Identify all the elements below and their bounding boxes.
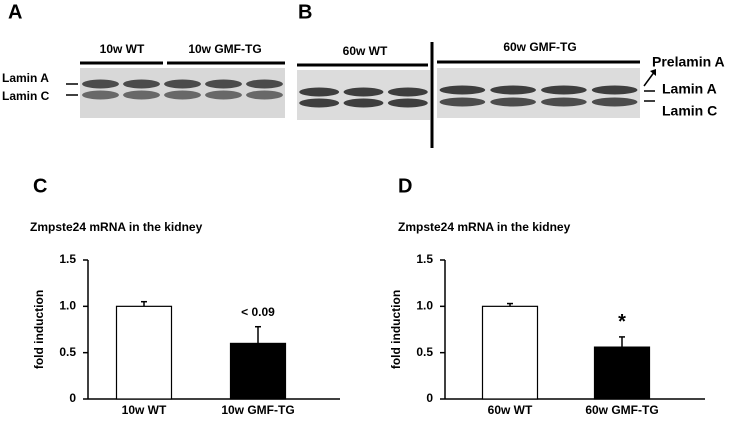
blot-band	[299, 98, 340, 108]
group-label: 10w WT	[100, 42, 145, 56]
blot-band	[123, 79, 160, 89]
blot-band	[205, 79, 242, 89]
y-axis-label: fold induction	[32, 290, 46, 369]
blot-band	[343, 98, 384, 108]
y-tick-label: 0.5	[59, 345, 76, 359]
blot-band	[246, 79, 283, 89]
arrow-head	[650, 69, 656, 76]
bar	[229, 342, 287, 400]
blot-band	[82, 90, 119, 100]
blot-band	[205, 90, 242, 100]
y-tick-label: 1.0	[59, 299, 76, 313]
bar	[593, 346, 651, 400]
blot-band	[439, 97, 486, 107]
band-label: Prelamin A	[652, 54, 725, 70]
blot-band	[541, 85, 587, 95]
blot-band	[164, 90, 201, 100]
chart-title: Zmpste24 mRNA in the kidney	[30, 220, 203, 234]
blot-band	[591, 85, 638, 95]
panel-label: B	[298, 1, 312, 23]
x-tick-label: 10w WT	[122, 403, 167, 417]
blot-band	[490, 97, 536, 107]
band-label: Lamin A	[662, 81, 717, 97]
group-label: 60w WT	[343, 44, 388, 58]
bar	[481, 305, 539, 400]
blot-band	[164, 79, 201, 89]
band-label: Lamin A	[2, 71, 49, 85]
chart-title: Zmpste24 mRNA in the kidney	[398, 220, 571, 234]
blot-band	[541, 97, 587, 107]
blot-band	[490, 85, 536, 95]
y-tick-label: 0.5	[416, 345, 433, 359]
x-tick-label: 60w GMF-TG	[585, 403, 658, 417]
y-tick-label: 1.5	[59, 252, 76, 266]
group-label: 10w GMF-TG	[188, 42, 261, 56]
blot-band	[439, 85, 486, 95]
blot-band	[343, 87, 384, 97]
blot-band	[591, 97, 638, 107]
y-tick-label: 0	[426, 391, 433, 405]
blot-band	[299, 87, 340, 97]
band-label: Lamin C	[2, 89, 50, 103]
bar	[115, 305, 173, 400]
y-axis-label: fold induction	[389, 290, 403, 369]
band-label: Lamin C	[662, 103, 717, 119]
blot-band	[387, 98, 428, 108]
panel-label: A	[8, 1, 22, 23]
annotation: *	[618, 311, 626, 333]
blot-band	[246, 90, 283, 100]
blot-band	[387, 87, 428, 97]
blot-band	[123, 90, 160, 100]
y-tick-label: 0	[69, 391, 76, 405]
y-tick-label: 1.0	[416, 299, 433, 313]
blot-band	[82, 79, 119, 89]
panel-label: D	[398, 175, 412, 197]
x-tick-label: 60w WT	[488, 403, 533, 417]
x-tick-label: 10w GMF-TG	[221, 403, 294, 417]
annotation: < 0.09	[241, 305, 275, 319]
group-label: 60w GMF-TG	[503, 40, 576, 54]
y-tick-label: 1.5	[416, 252, 433, 266]
panel-label: C	[33, 175, 47, 197]
